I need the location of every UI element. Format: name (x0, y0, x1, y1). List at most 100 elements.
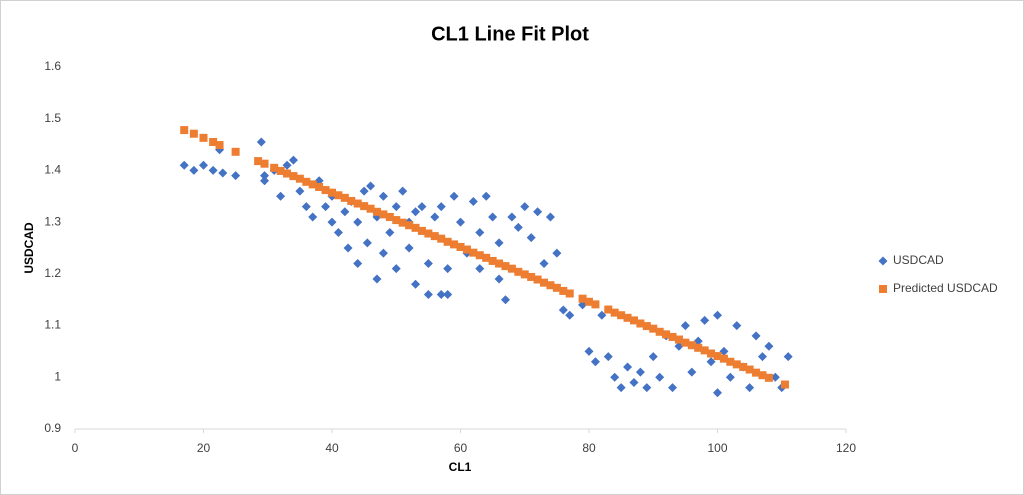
y-tick-label: 1.3 (44, 214, 61, 228)
diamond-marker (757, 352, 767, 362)
diamond-marker (558, 305, 568, 315)
legend-marker (879, 285, 887, 293)
diamond-marker (494, 238, 504, 248)
diamond-marker (411, 279, 421, 289)
square-marker (231, 147, 240, 156)
square-marker (417, 226, 426, 235)
diamond-marker (417, 202, 427, 212)
diamond-marker (610, 372, 620, 382)
diamond-marker (526, 233, 536, 243)
diamond-marker (648, 352, 658, 362)
diamond-marker (475, 264, 485, 274)
square-marker (739, 362, 748, 371)
square-marker (649, 324, 658, 333)
y-tick-label: 0.9 (44, 421, 61, 435)
x-tick-label: 100 (707, 441, 727, 455)
square-marker (662, 330, 671, 339)
diamond-marker (423, 290, 433, 300)
y-tick-label: 1.6 (44, 59, 61, 73)
square-marker (533, 275, 542, 284)
diamond-marker (301, 202, 311, 212)
diamond-marker (565, 310, 575, 320)
diamond-marker (545, 212, 555, 222)
diamond-marker (449, 191, 459, 201)
diamond-marker (533, 207, 543, 217)
diamond-marker (378, 191, 388, 201)
square-marker (495, 259, 504, 268)
square-marker (360, 202, 369, 211)
square-marker (385, 212, 394, 221)
diamond-marker (189, 165, 199, 175)
diamond-marker (260, 171, 270, 181)
square-marker (411, 223, 420, 232)
diamond-marker (353, 217, 363, 227)
diamond-marker (507, 212, 517, 222)
diamond-marker (179, 160, 189, 170)
x-tick-label: 40 (325, 441, 339, 455)
square-marker (276, 166, 285, 175)
diamond-marker (693, 336, 703, 346)
diamond-marker (436, 202, 446, 212)
diamond-marker (751, 331, 761, 341)
diamond-marker (623, 362, 633, 372)
diamond-marker (725, 372, 735, 382)
diamond-marker (552, 248, 562, 258)
square-marker (552, 283, 561, 292)
square-marker (366, 204, 375, 213)
square-marker (430, 232, 439, 241)
diamond-marker (635, 367, 645, 377)
square-marker (308, 180, 317, 189)
diamond-marker (308, 212, 318, 222)
diamond-marker (539, 259, 549, 269)
square-marker (405, 221, 414, 230)
square-marker (437, 234, 446, 243)
square-marker (540, 278, 549, 287)
square-marker (668, 332, 677, 341)
diamond-marker (340, 207, 350, 217)
x-axis-label: CL1 (449, 460, 472, 474)
square-marker (745, 365, 754, 374)
diamond-marker (385, 227, 395, 237)
square-marker (642, 322, 651, 331)
square-marker (752, 368, 761, 377)
square-marker (270, 163, 279, 172)
square-marker (180, 126, 189, 135)
square-marker (674, 335, 683, 344)
diamond-marker (295, 186, 305, 196)
square-marker (501, 262, 510, 271)
y-tick-label: 1.4 (44, 163, 61, 177)
square-marker (514, 267, 523, 276)
diamond-marker (488, 212, 498, 222)
diamond-marker (231, 171, 241, 181)
legend-label: Predicted USDCAD (893, 281, 998, 295)
diamond-marker (282, 160, 292, 170)
square-marker (655, 327, 664, 336)
diamond-marker (218, 168, 228, 178)
diamond-marker (256, 137, 266, 147)
diamond-marker (456, 217, 465, 227)
y-tick-label: 1.5 (44, 111, 61, 125)
legend-marker (878, 256, 888, 266)
square-marker (546, 281, 555, 290)
square-marker (353, 199, 362, 208)
square-marker (215, 141, 224, 150)
diamond-marker (362, 238, 372, 248)
diamond-marker (584, 346, 594, 356)
diamond-marker (372, 274, 382, 284)
square-marker (315, 182, 324, 191)
chart-title: CL1 Line Fit Plot (431, 23, 589, 45)
diamond-marker (520, 202, 530, 212)
diamond-marker (404, 243, 414, 253)
square-marker (254, 157, 263, 166)
diamond-marker (260, 176, 270, 186)
square-marker (527, 272, 536, 281)
diamond-marker (208, 165, 218, 175)
square-marker (636, 319, 645, 328)
square-marker (681, 338, 690, 347)
diamond-marker (391, 264, 401, 274)
diamond-marker (642, 383, 652, 393)
diamond-marker (732, 321, 742, 331)
square-marker (617, 311, 626, 320)
diamond-marker (674, 341, 684, 351)
